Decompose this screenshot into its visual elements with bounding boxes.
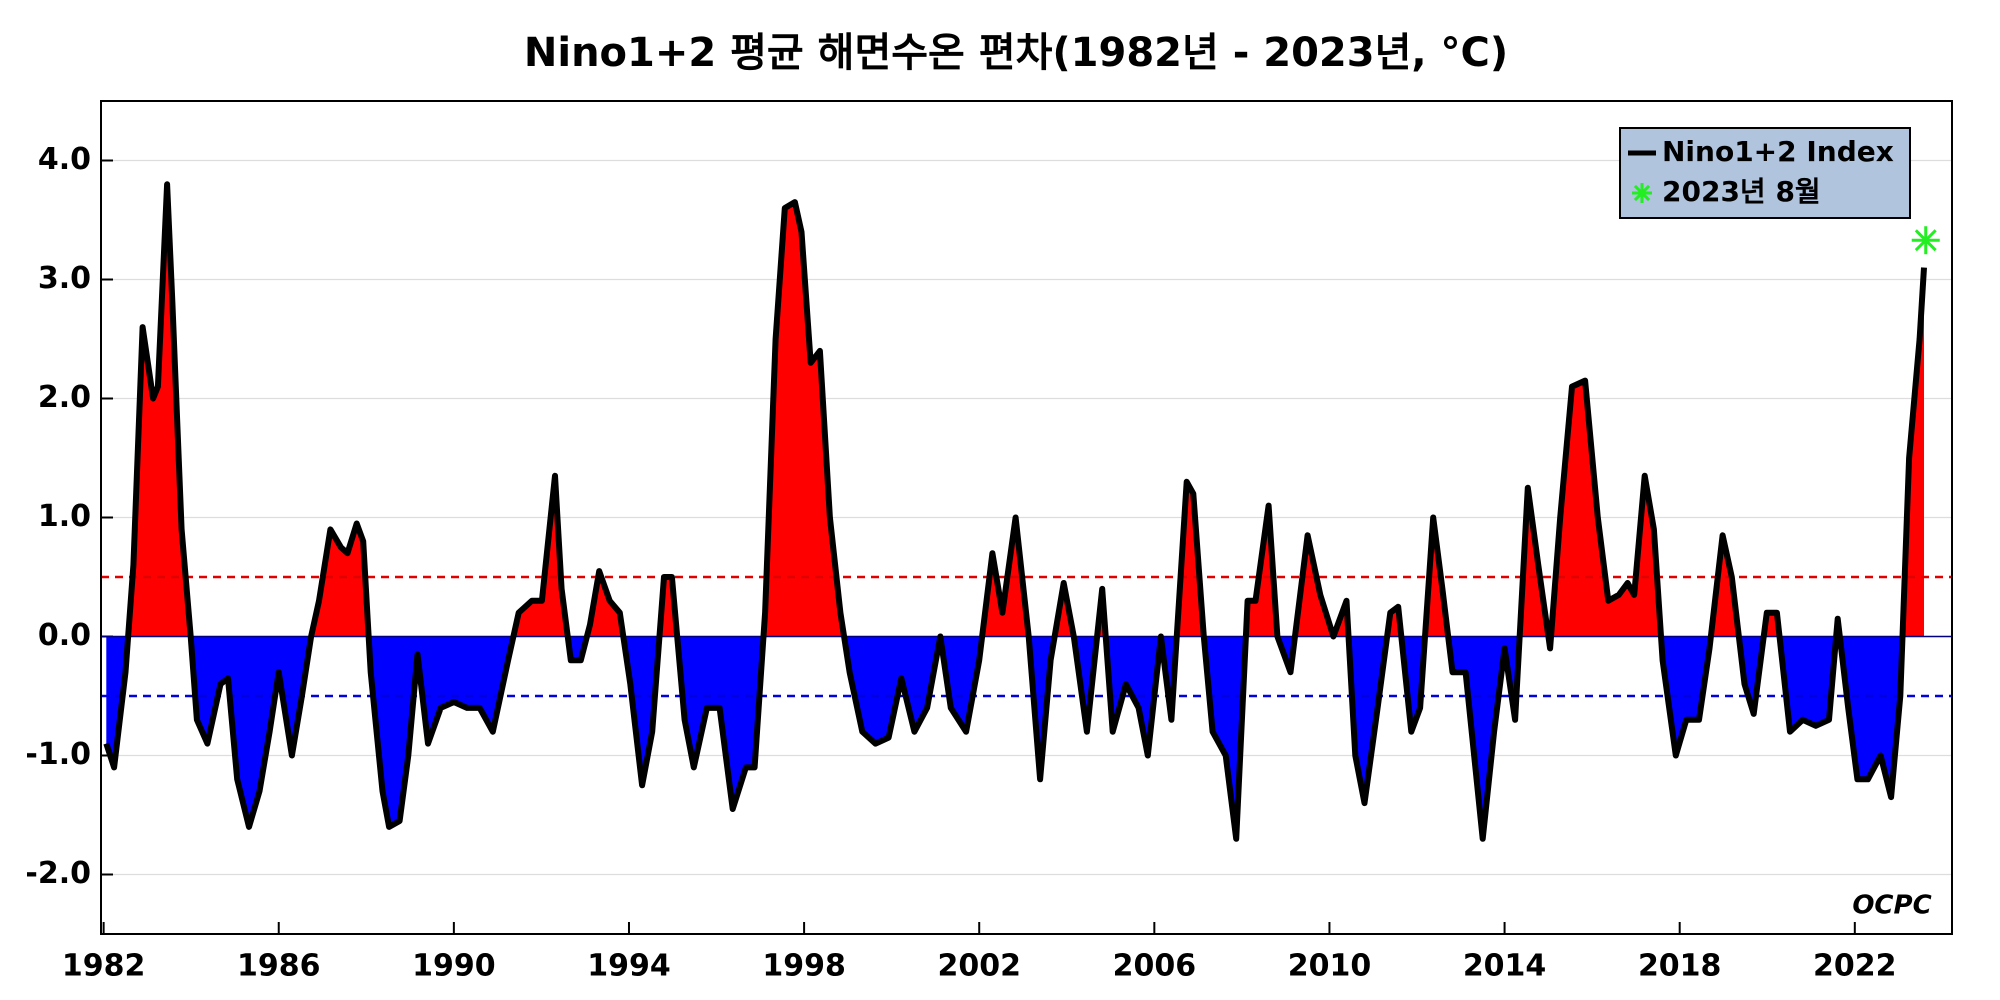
plot-frame [100, 100, 1953, 935]
chart-title: Nino1+2 평균 해면수온 편차(1982년 - 2023년, °C) [524, 30, 1508, 76]
x-tick-label: 2002 [937, 949, 1021, 984]
star-stroke [1633, 184, 1651, 202]
y-tick-label: 0.0 [38, 618, 91, 653]
legend-label: Nino1+2 Index [1662, 135, 1894, 168]
logo: OCPC [1852, 891, 1931, 921]
star-stroke [1914, 229, 1937, 252]
x-tick-label: 2006 [1113, 949, 1197, 984]
y-tick-label: -1.0 [25, 737, 91, 772]
y-tick-label: -2.0 [25, 856, 91, 891]
legend-label: 2023년 8월 [1662, 175, 1821, 208]
index-line [103, 181, 1927, 842]
x-tick-label: 1982 [62, 949, 146, 984]
latest-marker [1911, 226, 1940, 255]
positive-area [106, 184, 1924, 637]
x-tick-label: 1990 [412, 949, 496, 984]
x-tick-label: 1986 [237, 949, 321, 984]
legend-box [1619, 127, 1911, 219]
y-tick-label: 2.0 [38, 380, 91, 415]
legend: Nino1+2 Index 2023년 8월 [1619, 127, 1911, 219]
x-tick-label: 2014 [1463, 949, 1547, 984]
x-tick-label: 1998 [762, 949, 846, 984]
y-tick-label: 1.0 [38, 499, 91, 534]
plot-area: -2.0 -1.0 0.0 1.0 2.0 3.0 4.0 1982 1986 1990 1994 1… [25, 100, 1953, 984]
legend-star [1632, 183, 1652, 203]
y-tick-label: 3.0 [38, 261, 91, 296]
x-tick-label: 2018 [1638, 949, 1722, 984]
x-tick-label: 2010 [1288, 949, 1372, 984]
x-tick-label: 1994 [587, 949, 671, 984]
x-tick-label: 2022 [1813, 949, 1897, 984]
y-tick-label: 4.0 [38, 142, 91, 177]
